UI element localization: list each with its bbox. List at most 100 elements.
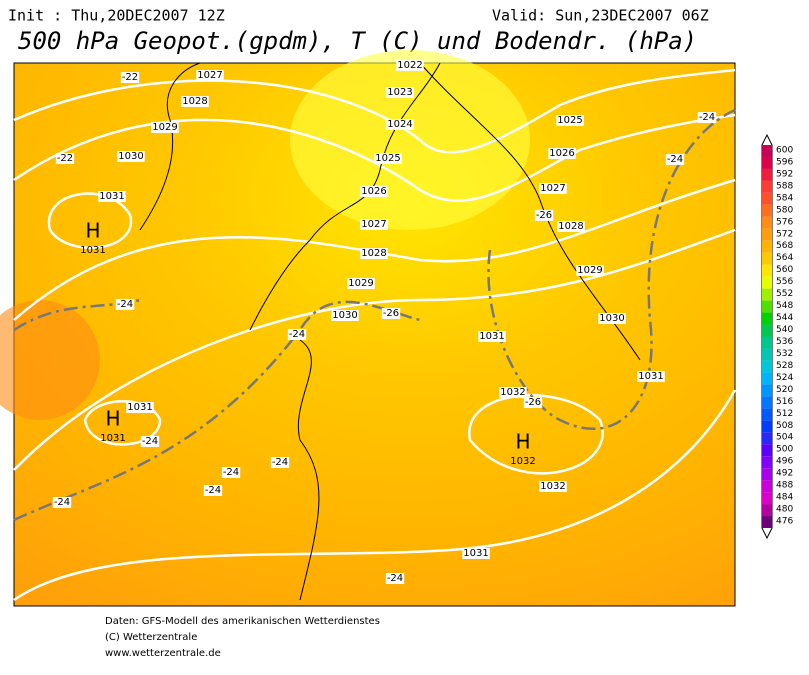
isobar-label-bg xyxy=(462,548,490,559)
isobar-label-bg xyxy=(637,371,665,382)
high-value: 1032 xyxy=(510,456,535,467)
colorbar-label: 532 xyxy=(776,349,793,359)
colorbar-label: 480 xyxy=(776,505,793,515)
colorbar-label: 540 xyxy=(776,325,793,335)
isobar-label: 1029 xyxy=(152,122,177,133)
valid-time: Valid: Sun,23DEC2007 06Z xyxy=(492,7,709,25)
colorbar-label: 576 xyxy=(776,217,793,227)
isobar-label-bg xyxy=(499,387,527,398)
isobar-label-bg xyxy=(556,115,584,126)
isobar-label: 1028 xyxy=(182,96,207,107)
isobar-label: 1027 xyxy=(540,183,565,194)
isobar-label: 1027 xyxy=(361,219,386,230)
isobar-label: 1029 xyxy=(348,278,373,289)
colorbar-cell xyxy=(762,516,772,528)
isobar-label-bg xyxy=(151,122,179,133)
temperature-label-bg xyxy=(55,153,75,164)
high-symbol: H xyxy=(515,430,530,454)
temperature-label: -26 xyxy=(536,210,552,221)
colorbar-label: 516 xyxy=(776,397,793,407)
isobars xyxy=(13,68,737,602)
temperature-label-bg xyxy=(221,467,241,478)
colorbar-cell xyxy=(762,240,772,253)
temperature-label: -22 xyxy=(122,72,138,83)
isobar-label: 1026 xyxy=(361,186,386,197)
colorbar-cell xyxy=(762,372,772,385)
isobar-label: 1031 xyxy=(99,191,124,202)
init-time: Init : Thu,20DEC2007 12Z xyxy=(8,7,225,25)
colorbar-label: 596 xyxy=(776,157,793,167)
isobar-label-bg xyxy=(360,186,388,197)
colorbar-cell xyxy=(762,408,772,421)
isobar-label-bg xyxy=(548,148,576,159)
isobar-label: 1031 xyxy=(463,548,488,559)
isobar-label-bg xyxy=(360,248,388,259)
isobar-label: 1030 xyxy=(118,151,143,162)
high-symbol: H xyxy=(85,219,100,243)
colorbar-cell xyxy=(762,252,772,265)
isobar-label: 1032 xyxy=(500,387,525,398)
isobar-label: 1023 xyxy=(387,87,412,98)
high-value: 1031 xyxy=(100,433,125,444)
temperature-label-bg xyxy=(115,299,135,310)
colorbar-cell xyxy=(762,216,772,229)
temperature-label-bg xyxy=(385,573,405,584)
isobar-label-bg xyxy=(386,119,414,130)
isobar-label: 1028 xyxy=(558,221,583,232)
warm-area xyxy=(0,300,100,420)
colorbar-cell xyxy=(762,300,772,313)
colorbar-cell xyxy=(762,180,772,193)
colorbar-label: 476 xyxy=(776,517,793,527)
isobar-label: 1030 xyxy=(599,313,624,324)
colorbar-label: 552 xyxy=(776,289,793,299)
colorbar-label: 496 xyxy=(776,457,793,467)
isobar-label-bg xyxy=(386,87,414,98)
isobar-label-bg xyxy=(181,96,209,107)
isobar-label: 1031 xyxy=(638,371,663,382)
isobar-label: 1022 xyxy=(397,60,422,71)
colorbar-cell xyxy=(762,444,772,457)
temperature-label-bg xyxy=(665,154,685,165)
isobar-label-bg xyxy=(126,402,154,413)
isobar-label-bg xyxy=(360,219,388,230)
colorbar-cell xyxy=(762,384,772,397)
isobar-label: 1031 xyxy=(479,331,504,342)
colorbar-label: 588 xyxy=(776,181,793,191)
temperature-label-bg xyxy=(203,485,223,496)
colorbar-cell xyxy=(762,348,772,361)
colorbar-label: 512 xyxy=(776,409,793,419)
temperature-label-bg xyxy=(534,210,554,221)
isobar-label-bg xyxy=(396,60,424,71)
temperature-label: -24 xyxy=(142,436,158,447)
temperature-label: -24 xyxy=(289,329,305,340)
temperature-label: -24 xyxy=(272,457,288,468)
colorbar-label: 508 xyxy=(776,421,793,431)
isobar-label: 1025 xyxy=(375,153,400,164)
colorbar-cell xyxy=(762,360,772,373)
colorbar-cell xyxy=(762,204,772,217)
high-symbol: H xyxy=(105,407,120,431)
isobar-label-bg xyxy=(539,481,567,492)
isobar-label-bg xyxy=(331,310,359,321)
isobar-label: 1030 xyxy=(332,310,357,321)
isobar-label-bg xyxy=(576,265,604,276)
colorbar-label: 584 xyxy=(776,193,793,203)
map xyxy=(0,50,737,607)
temperature-label: -24 xyxy=(54,497,70,508)
temperature-label-bg xyxy=(381,308,401,319)
colorbar-cell xyxy=(762,156,772,169)
colorbar-label: 572 xyxy=(776,229,793,239)
colorbar-cell xyxy=(762,288,772,301)
high-value: 1031 xyxy=(80,245,105,256)
footer-line: www.wetterzentrale.de xyxy=(105,648,221,659)
isobar-label: 1026 xyxy=(549,148,574,159)
isobar-label: 1029 xyxy=(577,265,602,276)
colorbar-label: 528 xyxy=(776,361,793,371)
isobar-label-bg xyxy=(539,183,567,194)
colorbar-cell xyxy=(762,480,772,493)
colorbar-label: 568 xyxy=(776,241,793,251)
isobar-label: 1024 xyxy=(387,119,412,130)
isobar-label-bg xyxy=(117,151,145,162)
temperature-label-bg xyxy=(523,397,543,408)
colorbar-label: 600 xyxy=(776,145,793,155)
